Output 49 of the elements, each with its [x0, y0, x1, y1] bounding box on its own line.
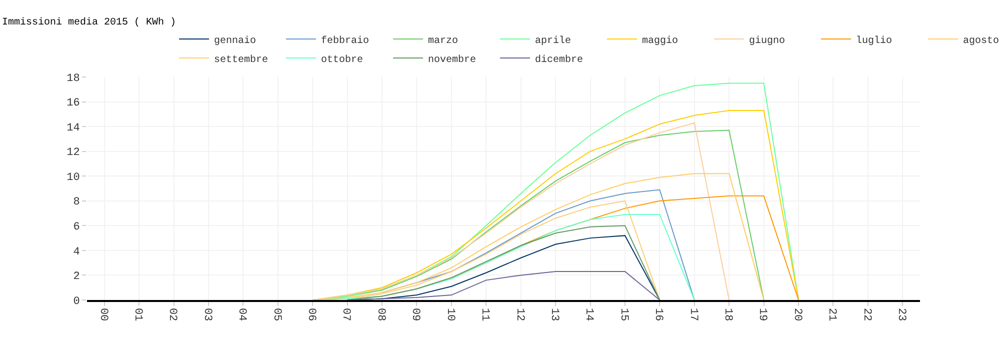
legend-label: ottobre	[321, 54, 364, 66]
x-tick-label: 22	[860, 308, 872, 322]
y-tick-label: 0	[73, 296, 80, 308]
legend-label: maggio	[642, 34, 678, 47]
x-tick-label: 08	[374, 308, 386, 322]
x-tick-label: 23	[895, 308, 908, 322]
legend-label: novembre	[428, 54, 476, 66]
x-tick-label: 11	[478, 308, 491, 322]
x-tick-label: 03	[200, 308, 213, 322]
y-tick-label: 6	[73, 222, 80, 234]
y-tick-label: 10	[66, 172, 80, 184]
y-tick-label: 8	[73, 196, 80, 209]
x-tick-label: 16	[652, 308, 664, 322]
legend-label: giugno	[749, 34, 786, 47]
y-tick-label: 4	[73, 246, 80, 258]
y-tick-label: 16	[66, 98, 80, 110]
legend-label: settembre	[214, 54, 268, 66]
legend-label: aprile	[535, 34, 572, 47]
x-tick-label: 07	[340, 308, 352, 322]
legend-label: febbraio	[321, 34, 370, 47]
legend-label: agosto	[963, 36, 1000, 47]
x-tick-label: 18	[722, 308, 734, 322]
x-tick-label: 09	[409, 308, 422, 322]
x-tick-label: 13	[548, 308, 560, 322]
x-tick-label: 01	[131, 308, 144, 322]
legend-label: dicembre	[535, 54, 584, 66]
x-tick-label: 12	[513, 308, 526, 322]
legend-label: gennaio	[214, 34, 256, 47]
x-tick-label: 19	[756, 308, 768, 322]
x-tick-label: 15	[617, 308, 630, 322]
x-tick-label: 06	[305, 308, 318, 322]
x-tick-label: 14	[582, 308, 595, 322]
x-tick-label: 05	[270, 308, 282, 322]
y-tick-label: 18	[66, 72, 80, 85]
legend-label: luglio	[856, 34, 892, 47]
line-series	[346, 271, 660, 300]
x-tick-label: 21	[826, 308, 838, 322]
y-tick-label: 14	[66, 122, 80, 134]
x-tick-label: 00	[96, 308, 109, 322]
x-tick-label: 17	[686, 308, 699, 322]
legend-title: Immissioni media 2015 ( KWh )	[2, 16, 176, 29]
y-tick-label: 12	[66, 147, 80, 160]
line-series	[312, 214, 695, 300]
x-tick-label: 02	[166, 308, 178, 322]
x-tick-label: 10	[444, 308, 456, 322]
y-tick-label: 2	[73, 271, 80, 284]
x-tick-label: 20	[790, 308, 803, 322]
legend-label: marzo	[428, 36, 458, 47]
x-tick-label: 04	[236, 308, 248, 322]
